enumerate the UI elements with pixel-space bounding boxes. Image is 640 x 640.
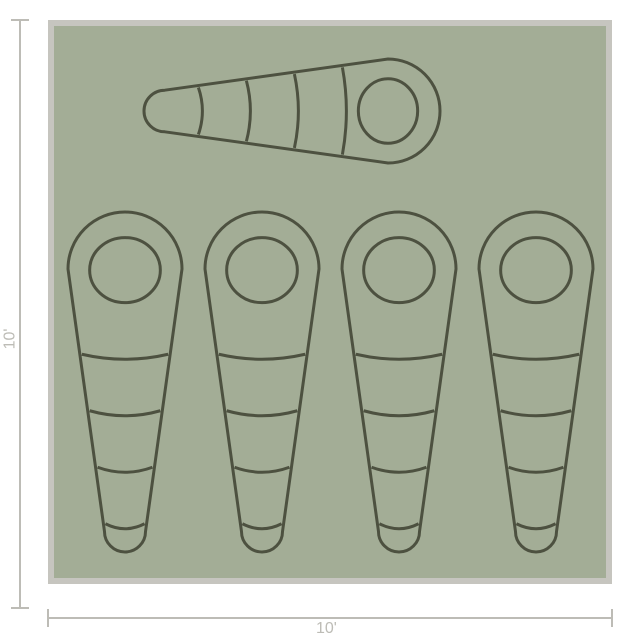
sleeping-bag-icon <box>144 59 440 163</box>
tent-floorplan-diagram: 10' 10' <box>0 0 640 640</box>
sleeping-bag-icon <box>342 212 456 552</box>
sleeping-bag-icon <box>205 212 319 552</box>
sleeping-bags-layer <box>0 0 640 640</box>
sleeping-bag-icon <box>68 212 182 552</box>
sleeping-bag-icon <box>479 212 593 552</box>
